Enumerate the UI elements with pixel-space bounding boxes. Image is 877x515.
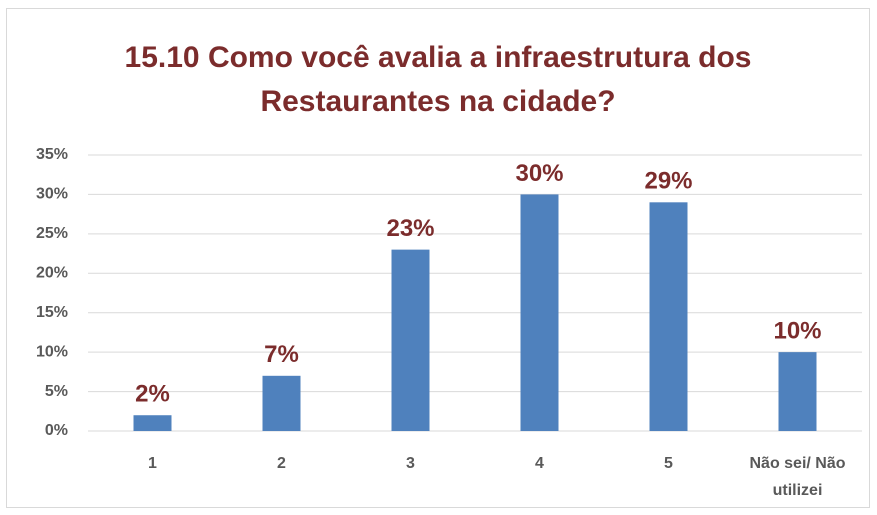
y-tick-label: 10% bbox=[36, 343, 68, 360]
data-label: 30% bbox=[515, 160, 563, 187]
bar bbox=[778, 352, 817, 431]
x-tick-label: 3 bbox=[406, 455, 415, 472]
x-tick-label: 5 bbox=[664, 455, 673, 472]
x-tick-label: 1 bbox=[148, 455, 157, 472]
y-tick-label: 25% bbox=[36, 225, 68, 242]
data-label: 29% bbox=[644, 168, 692, 195]
y-tick-label: 20% bbox=[36, 265, 68, 282]
chart-frame bbox=[6, 8, 870, 508]
y-tick-label: 35% bbox=[36, 146, 68, 163]
chart-title: 15.10 Como você avalia a infraestrutura … bbox=[124, 41, 752, 118]
x-tick-label: 2 bbox=[277, 455, 286, 472]
x-tick-label: 4 bbox=[535, 455, 544, 472]
y-tick-label: 15% bbox=[36, 304, 68, 321]
bar bbox=[649, 202, 688, 431]
data-label: 10% bbox=[773, 317, 821, 344]
data-label: 23% bbox=[386, 215, 434, 242]
bar bbox=[262, 375, 301, 431]
data-label: 7% bbox=[264, 341, 299, 368]
x-tick-label: Não sei/ Não utilizei bbox=[749, 455, 846, 499]
data-label: 2% bbox=[135, 381, 170, 408]
y-tick-label: 30% bbox=[36, 186, 68, 203]
bar bbox=[133, 415, 172, 431]
bar bbox=[520, 194, 559, 431]
bar bbox=[391, 249, 430, 431]
y-tick-label: 5% bbox=[45, 383, 68, 400]
y-tick-label: 0% bbox=[45, 422, 68, 439]
